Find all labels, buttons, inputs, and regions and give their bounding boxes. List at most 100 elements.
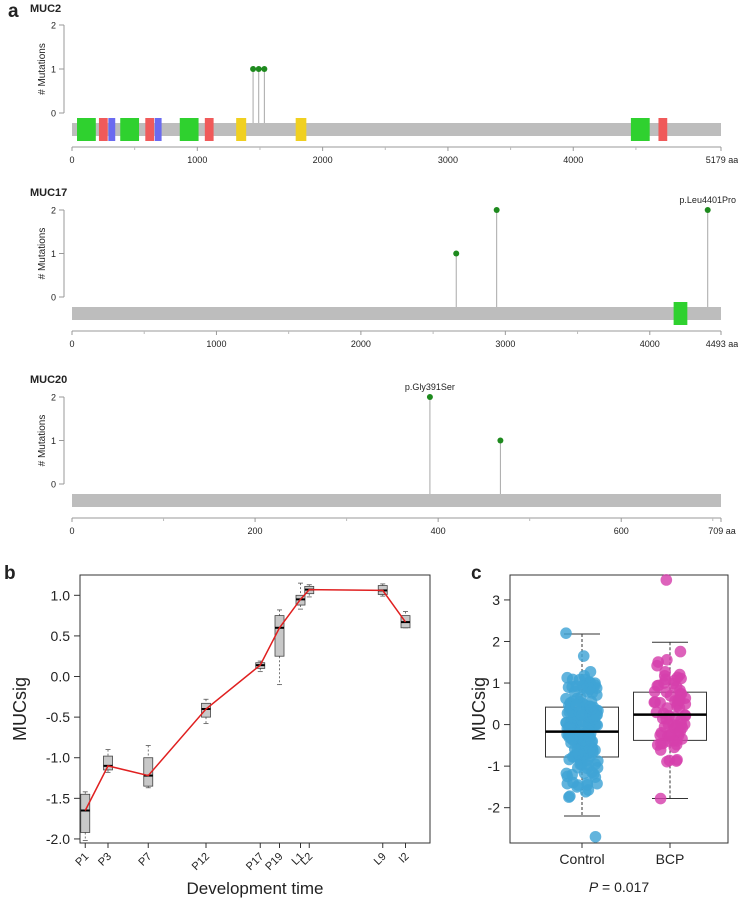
x-tick-label: 0 <box>69 526 74 536</box>
protein-domain <box>295 118 307 141</box>
box-p3: P3 <box>96 749 114 869</box>
p-value: P = 0.017 <box>589 879 650 895</box>
x-tick-label: BCP <box>656 851 685 867</box>
mutation-label: p.Leu4401Pro <box>679 195 736 205</box>
x-end-label: 5179 aa <box>706 155 738 165</box>
y-tick-label: -0.5 <box>46 709 70 725</box>
y-tick-label: 1 <box>51 65 56 75</box>
box-p17: P17 <box>244 660 266 873</box>
y-tick-label: -2 <box>488 800 501 816</box>
x-axis-label: Development time <box>186 879 323 898</box>
group-control: Control <box>545 627 619 867</box>
x-tick-label: 600 <box>614 526 629 536</box>
protein-domain <box>236 118 247 141</box>
x-tick-label: L9 <box>372 851 389 868</box>
gene-title: MUC17 <box>30 187 67 199</box>
x-tick-label: 0 <box>69 155 74 165</box>
x-tick-label: I2 <box>397 851 412 866</box>
data-point <box>670 681 683 693</box>
protein-domain <box>658 118 668 141</box>
y-tick-label: -1 <box>488 758 501 774</box>
protein-domain <box>204 118 214 141</box>
y-tick-label: 0.5 <box>51 628 71 644</box>
y-tick-label: -1.0 <box>46 750 70 766</box>
y-tick-label: 0.0 <box>51 669 71 685</box>
lollipop-plot-muc2: MUC2 0 1 2 # Mutations 0 1000 2000 3000 4000 5179 … <box>30 3 738 165</box>
data-point <box>589 771 602 783</box>
x-tick-label: 400 <box>431 526 446 536</box>
y-tick-label: 2 <box>51 206 56 216</box>
box-l2: L2 <box>298 584 315 868</box>
y-axis-label: MUCsig <box>469 677 489 741</box>
data-point <box>675 718 688 730</box>
mutation-point <box>493 207 500 213</box>
mutation-point <box>426 394 433 400</box>
median-trend-line <box>84 588 407 811</box>
p-value-symbol: P <box>589 879 599 895</box>
x-tick-label: 4000 <box>563 155 583 165</box>
y-tick-label: 1 <box>51 436 56 446</box>
y-tick-label: 0 <box>51 293 56 303</box>
gene-title: MUC20 <box>30 374 67 386</box>
mutation-point <box>453 250 460 257</box>
x-tick-label: 4000 <box>640 339 660 349</box>
y-tick-label: 0 <box>51 109 56 119</box>
protein-domain <box>98 118 108 141</box>
x-tick-label: 3000 <box>438 155 458 165</box>
x-tick-label: 1000 <box>206 339 226 349</box>
group-bcp: BCP <box>633 574 707 867</box>
protein-domain <box>179 118 199 141</box>
y-axis-label: # Mutations <box>37 43 48 95</box>
panel-label-c: c <box>471 563 482 584</box>
x-tick-label: P1 <box>73 851 91 869</box>
data-point <box>560 627 572 639</box>
data-point <box>573 673 586 686</box>
y-tick-label: 1 <box>492 675 500 691</box>
panel-label-a: a <box>8 1 19 22</box>
data-point <box>565 737 577 749</box>
data-point <box>664 729 676 741</box>
protein-domain <box>154 118 162 141</box>
x-tick-label: 2000 <box>351 339 371 349</box>
mutation-point <box>497 437 504 444</box>
data-point <box>570 698 582 711</box>
box-body <box>103 755 113 771</box>
data-point <box>674 645 687 658</box>
data-point <box>589 830 602 843</box>
box-body <box>201 702 211 718</box>
data-point <box>661 654 673 666</box>
box-p7: P7 <box>136 745 154 869</box>
plot-frame <box>509 574 729 844</box>
data-point <box>585 703 598 715</box>
box-p12: P12 <box>190 698 212 873</box>
data-point <box>654 792 667 805</box>
y-axis-label: # Mutations <box>37 228 48 280</box>
y-axis-label: MUCsig <box>10 677 30 741</box>
control-bcp-boxplot: -2 -1 0 1 2 3 MUCsig Control BCP P = 0.017 <box>469 574 729 895</box>
data-point <box>591 761 604 774</box>
lollipop-plot-muc20: MUC20 0 1 2 # Mutations p.Gly391Ser 0 200 400 600… <box>30 374 736 536</box>
data-point <box>661 755 673 768</box>
mutation-label: p.Gly391Ser <box>405 382 455 392</box>
data-point <box>648 696 661 709</box>
box-body <box>143 757 154 787</box>
x-end-label: 709 aa <box>708 526 736 536</box>
data-point <box>652 656 665 668</box>
data-point <box>564 790 576 802</box>
protein-backbone <box>72 307 721 320</box>
box-p19: P19 <box>263 609 286 873</box>
data-point <box>585 735 598 748</box>
mutation-point <box>261 66 268 72</box>
y-tick-label: 0 <box>51 480 56 490</box>
data-point <box>660 574 673 586</box>
y-tick-label: 3 <box>492 592 500 608</box>
data-point <box>673 668 686 681</box>
box-body <box>274 615 285 657</box>
development-boxplot: -2.0 -1.5 -1.0 -0.5 0.0 0.5 1.0 MUCsig Developme… <box>10 574 431 898</box>
data-point <box>566 681 579 693</box>
x-end-label: 4493 aa <box>706 339 738 349</box>
mutation-point <box>250 66 257 72</box>
mutation-point <box>704 207 711 213</box>
box-l1: L1 <box>289 582 307 868</box>
panel-label-b: b <box>4 563 16 584</box>
